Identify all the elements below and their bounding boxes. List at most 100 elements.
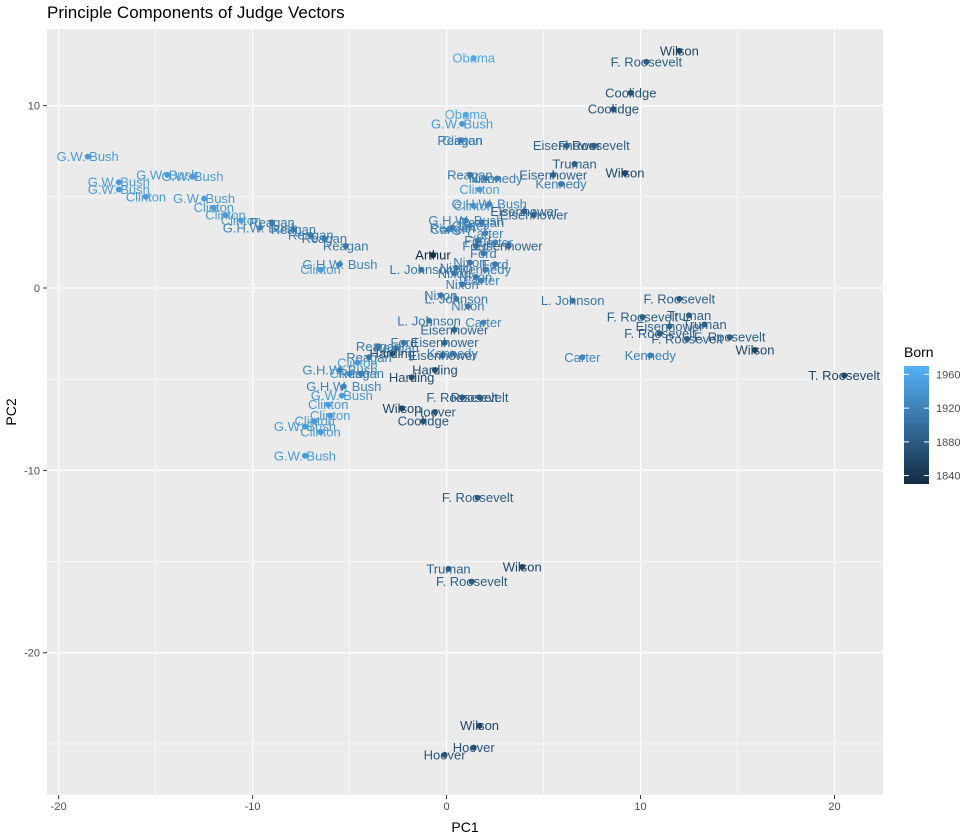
point-label: Reagan: [459, 215, 505, 230]
point-label: F. Roosevelt: [558, 138, 630, 153]
data-point: [590, 142, 597, 149]
point-label: Reagan: [288, 228, 334, 243]
point-label: Eisenhower: [409, 348, 478, 363]
y-tick-label: 0: [34, 283, 40, 295]
point-label: Carter: [430, 222, 467, 237]
point-label: F. Roosevelt: [651, 332, 723, 347]
data-point: [439, 352, 446, 359]
data-point: [474, 237, 481, 244]
point-label: Nixon: [424, 288, 457, 303]
point-label: Hoover: [414, 405, 457, 420]
data-point: [470, 202, 477, 209]
point-label: Wilson: [606, 166, 645, 181]
point-label: F. Roosevelt: [644, 291, 716, 306]
point-label: Clinton: [221, 213, 261, 228]
data-point: [431, 409, 438, 415]
data-point: [466, 259, 473, 266]
point-label: Reagan: [323, 239, 369, 254]
data-point: [470, 55, 477, 62]
point-label: F. Roosevelt: [611, 54, 683, 69]
data-point: [571, 160, 578, 167]
point-label: G.W. Bush: [274, 448, 336, 463]
data-point: [426, 317, 433, 324]
data-point: [451, 270, 458, 277]
data-point: [676, 295, 683, 302]
point-label: Harding: [389, 370, 435, 385]
chart-title: Principle Components of Judge Vectors: [47, 3, 345, 22]
point-label: G.W. Bush: [136, 167, 198, 182]
point-label: Kennedy: [460, 262, 512, 277]
data-point: [257, 224, 264, 231]
legend-colorbar: [904, 366, 929, 484]
point-label: Reagan: [356, 339, 402, 354]
point-label: Obama: [445, 107, 488, 122]
point-label: Obama: [452, 51, 495, 66]
point-label: Wilson: [503, 560, 542, 575]
point-label: Eisenhower: [500, 208, 569, 223]
data-point: [569, 297, 576, 304]
data-point: [492, 261, 499, 268]
point-label: G.W. Bush: [173, 191, 235, 206]
point-label: G.H.W. Bush: [452, 197, 527, 212]
data-point: [482, 175, 489, 182]
point-label: Eisenhower: [533, 138, 602, 153]
data-point: [336, 367, 343, 374]
point-label: Hoover: [424, 747, 467, 762]
data-point: [317, 429, 324, 436]
point-label: Nixon: [445, 277, 478, 292]
point-label: Wilson: [660, 43, 699, 58]
data-point: [472, 243, 479, 250]
data-point: [237, 217, 244, 224]
data-point: [470, 744, 477, 751]
data-point: [478, 219, 485, 226]
data-point: [164, 171, 171, 178]
data-point: [468, 578, 475, 585]
data-point: [476, 186, 483, 193]
point-label: L. Johnson: [390, 262, 454, 277]
data-point: [445, 565, 452, 572]
point-label: Eisenhower: [475, 239, 544, 254]
data-point: [726, 334, 733, 341]
data-point: [115, 186, 122, 193]
data-point: [505, 243, 512, 250]
point-label: Truman: [552, 156, 596, 171]
point-label: Truman: [667, 308, 711, 323]
point-label: Eisenhower: [636, 319, 705, 334]
point-label: Clinton: [459, 182, 499, 197]
point-label: Coolidge: [605, 85, 656, 100]
data-point: [751, 346, 758, 353]
point-label: Clinton: [300, 262, 340, 277]
point-label: Nixon: [469, 171, 502, 186]
data-point: [482, 266, 489, 273]
point-label: G.W. Bush: [57, 149, 119, 164]
point-label: F. Roosevelt: [694, 330, 766, 345]
data-points: [84, 47, 848, 758]
point-label: Reagan: [346, 350, 392, 365]
point-label: F. Roosevelt: [442, 490, 514, 505]
data-point: [478, 277, 485, 284]
point-label: Nixon: [438, 266, 471, 281]
point-label: F. Roosevelt: [624, 326, 696, 341]
data-point: [459, 394, 466, 401]
data-point: [686, 312, 693, 319]
point-label: Reagan: [437, 133, 483, 148]
point-label: Carter: [463, 273, 500, 288]
point-label: Reagan: [447, 167, 493, 182]
point-label: Harding: [369, 346, 415, 361]
data-point: [325, 401, 332, 408]
x-tick-label: -20: [51, 801, 67, 813]
data-point: [476, 722, 483, 729]
point-label: Eisenhower: [420, 322, 489, 337]
data-point: [429, 252, 436, 259]
data-point: [701, 321, 708, 328]
legend-tick-label: 1920: [936, 403, 960, 415]
point-label: G.H.W. Bush: [302, 257, 377, 272]
point-label: Clinton: [442, 133, 482, 148]
point-label: Kennedy: [625, 348, 677, 363]
data-point: [437, 292, 444, 299]
point-label: Carter: [465, 315, 502, 330]
data-point: [210, 204, 217, 211]
point-label: Ford: [391, 335, 418, 350]
point-label: F. Roosevelt: [426, 390, 498, 405]
